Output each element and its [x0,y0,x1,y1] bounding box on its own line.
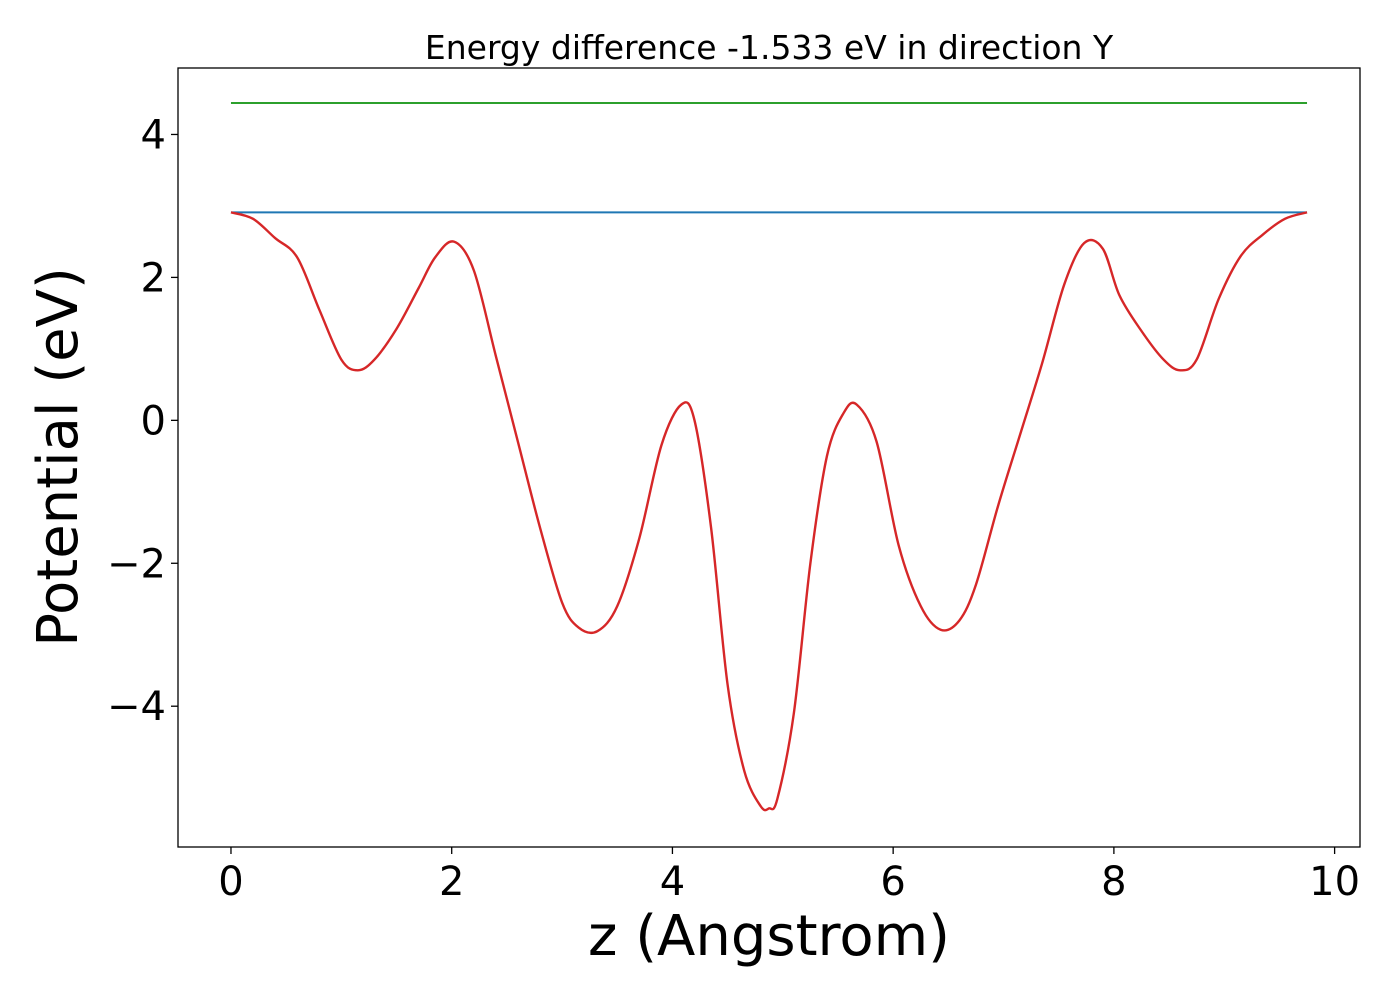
x-tick-label: 2 [439,859,464,905]
chart-title: Energy difference -1.533 eV in direction… [425,28,1114,67]
y-tick-label: 4 [141,112,166,158]
potential-curve [230,211,1308,812]
x-tick-label: 0 [218,859,243,905]
series-layer [230,102,1308,812]
x-axis-label: z (Angstrom) [588,904,950,969]
x-tick-label: 10 [1309,859,1360,905]
y-tick-label: 0 [141,398,166,444]
x-tick-label: 6 [880,859,905,905]
y-axis-ticks: −4 −2 0 2 4 [107,112,178,730]
plot-frame [177,67,1361,848]
y-tick-label: 2 [141,255,166,301]
x-tick-label: 8 [1101,859,1126,905]
y-tick-label: −4 [107,684,166,730]
x-axis-ticks: 0 2 4 6 8 10 [218,847,1360,905]
y-axis-label: Potential (eV) [26,267,91,647]
x-tick-label: 4 [660,859,685,905]
y-tick-label: −2 [107,541,166,587]
